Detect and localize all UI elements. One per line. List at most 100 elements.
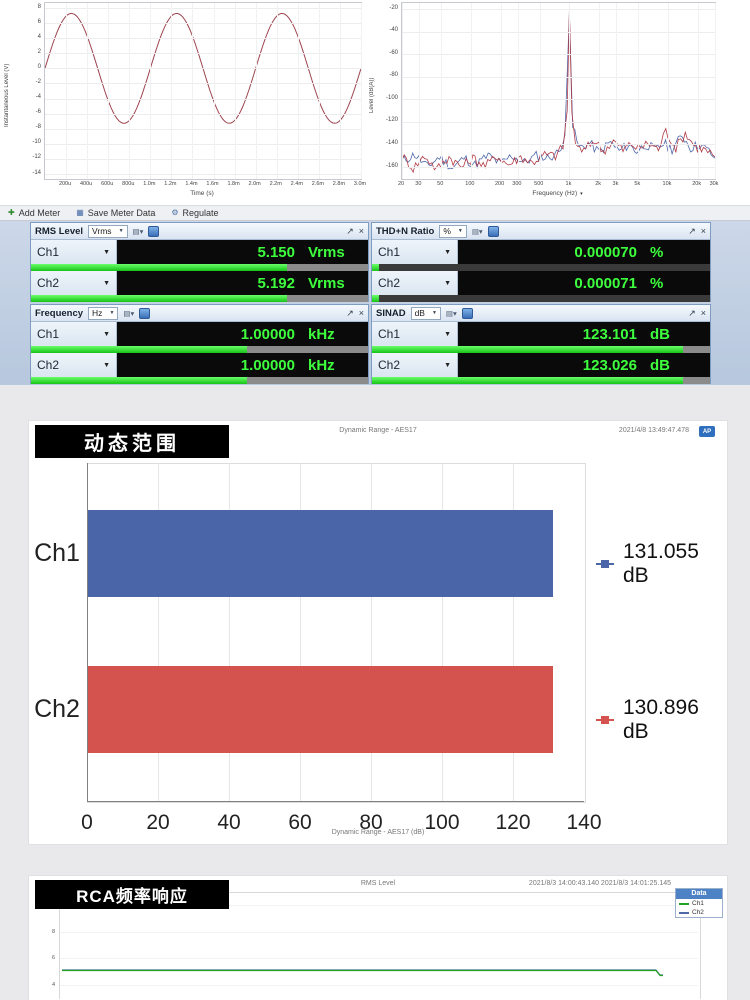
y-tick-label: 4 <box>37 33 41 40</box>
close-button[interactable]: × <box>700 307 706 318</box>
channel-selector[interactable]: Ch1 ▼ <box>372 240 458 264</box>
y-tick-label: 4 <box>51 981 55 988</box>
x-tick-label: 1.4m <box>185 181 198 187</box>
gridline <box>276 3 278 179</box>
y-tick-label: 6 <box>37 18 41 25</box>
gridline <box>402 3 403 179</box>
unit-select[interactable]: % ▼ <box>439 224 467 238</box>
legend-marker <box>596 559 614 569</box>
dynamic-range-panel: 动态范围 Dynamic Range - AES17 2021/4/8 13:4… <box>28 420 728 845</box>
y-tick-label: -80 <box>389 72 398 79</box>
channel-selector[interactable]: Ch2 ▼ <box>372 271 458 295</box>
gridline <box>45 83 361 85</box>
channel-selector[interactable]: Ch2 ▼ <box>31 353 117 377</box>
popout-button[interactable]: ↗ <box>346 225 354 236</box>
toolbar-item-regulate[interactable]: ⚙ Regulate <box>171 208 218 218</box>
x-tick-label: 2.8m <box>332 181 346 187</box>
display-mode-button[interactable]: ▤▾ <box>123 308 135 318</box>
gridline <box>402 9 715 10</box>
x-tick-label: 60 <box>288 811 312 834</box>
gridline <box>402 54 715 56</box>
meter-unit: kHz <box>308 356 335 374</box>
x-tick-label: 200 <box>494 181 505 187</box>
popout-button[interactable]: ↗ <box>346 307 354 318</box>
y-tick-label: -120 <box>385 117 398 124</box>
meter-panel-frequency: Frequency Hz ▼ ▤▾ ↗ × Ch1 ▼ 1.00000 kHz Ch2 ▼ 1.0000… <box>30 304 369 384</box>
level-bar <box>372 295 710 302</box>
close-button[interactable]: × <box>700 225 706 236</box>
meter-channel-row: Ch2 ▼ 0.000071% <box>372 271 710 295</box>
chevron-down-icon: ▼ <box>431 310 437 316</box>
x-tick-label: 120 <box>495 811 531 834</box>
x-tick-label: 50 <box>437 181 444 187</box>
meter-settings-icon[interactable] <box>139 307 151 319</box>
y-tick-label: 2 <box>37 48 41 55</box>
gridline <box>45 68 361 70</box>
x-tick-label: 1k <box>565 181 572 187</box>
meter-settings-icon[interactable] <box>461 307 473 319</box>
meter-channel-row: Ch2 ▼ 1.00000 kHz <box>31 353 368 377</box>
chart-title: Dynamic Range - AES17 <box>339 427 417 434</box>
meter-settings-icon[interactable] <box>148 225 160 237</box>
gridline <box>442 463 443 801</box>
bar-ch1 <box>88 510 554 598</box>
bar-value-label: 130.896 dB <box>596 696 727 744</box>
channel-selector[interactable]: Ch1 ▼ <box>372 322 458 346</box>
x-tick-label: 30k <box>709 181 719 187</box>
meter-unit: Vrms <box>308 243 345 261</box>
popout-button[interactable]: ↗ <box>688 307 696 318</box>
gridline <box>500 3 502 179</box>
gridline <box>402 144 715 146</box>
legend-marker-square <box>601 715 609 724</box>
chevron-down-icon: ▼ <box>444 330 451 338</box>
toolbar-item-save-meter-data[interactable]: ▦ Save Meter Data <box>76 208 155 218</box>
meters-grid: RMS Level Vrms ▼ ▤▾ ↗ × Ch1 ▼ 5.150 Vrms Ch2 ▼ 5.192… <box>0 221 750 385</box>
channel-selector[interactable]: Ch1 ▼ <box>31 240 117 264</box>
add-meter-icon: ✚ <box>8 208 15 217</box>
frequency-filter-caret-icon[interactable]: ▾ <box>580 190 583 197</box>
level-bar-fill <box>31 295 288 302</box>
level-bar <box>31 377 368 384</box>
x-tick-label: 40 <box>217 811 241 834</box>
unit-select[interactable]: Vrms ▼ <box>88 224 128 238</box>
unit-select[interactable]: Hz ▼ <box>88 306 119 320</box>
gridline <box>108 3 110 179</box>
meter-settings-icon[interactable] <box>487 225 499 237</box>
close-button[interactable]: × <box>358 225 364 236</box>
x-tick-label: 300 <box>512 181 522 187</box>
y-tick-label: -140 <box>385 139 398 146</box>
level-bar-fill <box>372 264 379 271</box>
x-tick-label: 2.0m <box>248 181 261 187</box>
gridline <box>402 99 715 101</box>
level-bar <box>31 264 368 271</box>
chart-timestamp: 2021/8/3 14:00:43.140 2021/8/3 14:01:25.… <box>528 880 671 887</box>
toolbar-item-label: Save Meter Data <box>87 208 156 218</box>
channel-selector[interactable]: Ch2 ▼ <box>372 353 458 377</box>
chevron-down-icon: ▼ <box>103 279 110 287</box>
legend: Data Ch1 Ch2 <box>675 888 723 918</box>
toolbar-item-add-meter[interactable]: ✚ Add Meter <box>8 208 60 218</box>
channel-selector[interactable]: Ch1 ▼ <box>31 322 117 346</box>
close-button[interactable]: × <box>358 307 364 318</box>
meter-toolbar: ✚ Add Meter ▦ Save Meter Data ⚙ Regulate <box>0 205 750 221</box>
display-mode-button[interactable]: ▤▾ <box>471 226 483 236</box>
meter-reading: 5.150 Vrms <box>117 240 368 264</box>
display-mode-button[interactable]: ▤▾ <box>445 308 457 318</box>
chevron-down-icon: ▼ <box>457 228 463 234</box>
bar-ch2 <box>88 665 553 753</box>
unit-select[interactable]: dB ▼ <box>410 306 441 320</box>
rca-chart: 10864 <box>29 876 727 1000</box>
x-tick-label: 20 <box>397 181 405 187</box>
legend-item-label: Ch2 <box>692 909 704 916</box>
y-tick-label: -20 <box>389 4 398 11</box>
meter-value: 1.00000 <box>240 325 295 343</box>
display-mode-button[interactable]: ▤▾ <box>132 226 144 236</box>
x-tick-label: 1.8m <box>227 181 240 187</box>
channel-selector[interactable]: Ch2 ▼ <box>31 271 117 295</box>
gridline <box>667 3 669 179</box>
x-tick-label: 1.2m <box>164 181 177 187</box>
legend-item-ch1[interactable]: Ch1 <box>676 899 722 908</box>
popout-button[interactable]: ↗ <box>688 225 696 236</box>
legend-item-ch2[interactable]: Ch2 <box>676 908 722 917</box>
gridline <box>402 76 715 78</box>
